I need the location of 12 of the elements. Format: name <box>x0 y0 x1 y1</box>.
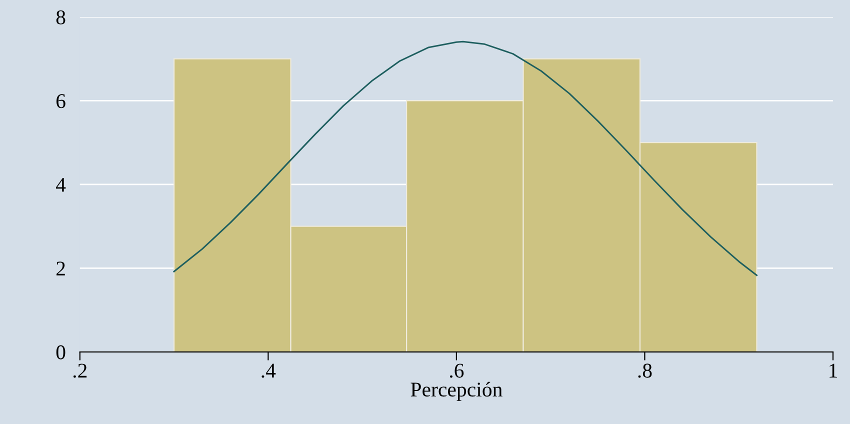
x-tick-label: 1 <box>830 364 837 378</box>
x-tick-label: .6 <box>450 364 464 378</box>
x-tick-label: .2 <box>73 364 87 378</box>
y-tick-label: 6 <box>56 94 66 108</box>
x-axis-title: Percepción <box>410 382 502 401</box>
x-tick-label: .4 <box>262 364 276 378</box>
y-tick-label: 0 <box>56 345 66 360</box>
y-tick-label: 8 <box>56 10 66 24</box>
line-series <box>173 40 758 276</box>
y-tick-label: 4 <box>56 178 66 192</box>
y-tick-label: 2 <box>56 262 65 276</box>
x-tick-label: .8 <box>638 364 652 378</box>
